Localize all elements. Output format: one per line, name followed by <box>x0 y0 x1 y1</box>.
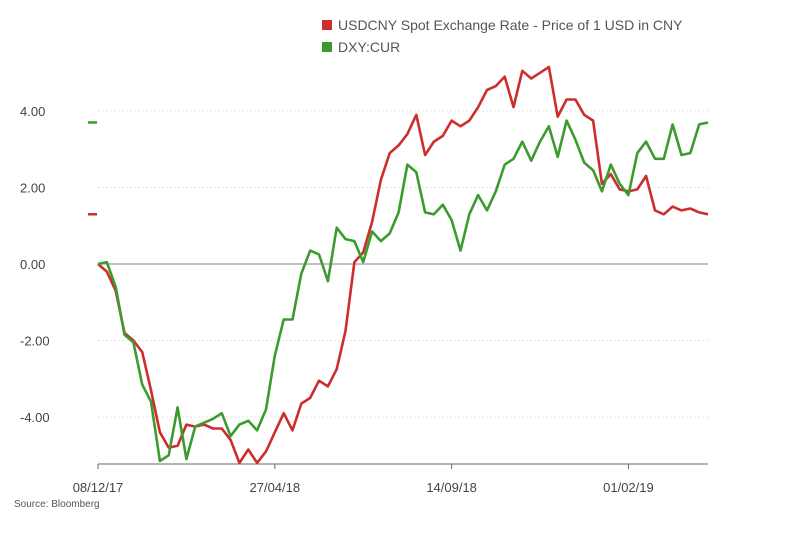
legend-swatch-dxy <box>322 42 332 52</box>
source-note: Source: Bloomberg <box>14 499 100 510</box>
y-tick-label: 0.00 <box>20 257 45 272</box>
legend: USDCNY Spot Exchange Rate - Price of 1 U… <box>322 14 682 58</box>
legend-item-dxy: DXY:CUR <box>322 36 682 58</box>
y-tick-label: -4.00 <box>20 410 50 425</box>
y-tick-label: 4.00 <box>20 104 45 119</box>
legend-item-usdcny: USDCNY Spot Exchange Rate - Price of 1 U… <box>322 14 682 36</box>
x-tick-label: 08/12/17 <box>73 480 124 495</box>
x-tick-label: 14/09/18 <box>426 480 477 495</box>
x-tick-label: 27/04/18 <box>250 480 301 495</box>
y-tick-label: -2.00 <box>20 334 50 349</box>
y-tick-label: 2.00 <box>20 181 45 196</box>
legend-swatch-usdcny <box>322 20 332 30</box>
legend-label-usdcny: USDCNY Spot Exchange Rate - Price of 1 U… <box>338 17 683 33</box>
x-tick-label: 01/02/19 <box>603 480 654 495</box>
series-line-0 <box>97 65 709 465</box>
series-line-1 <box>97 119 709 463</box>
legend-label-dxy: DXY:CUR <box>338 39 401 55</box>
